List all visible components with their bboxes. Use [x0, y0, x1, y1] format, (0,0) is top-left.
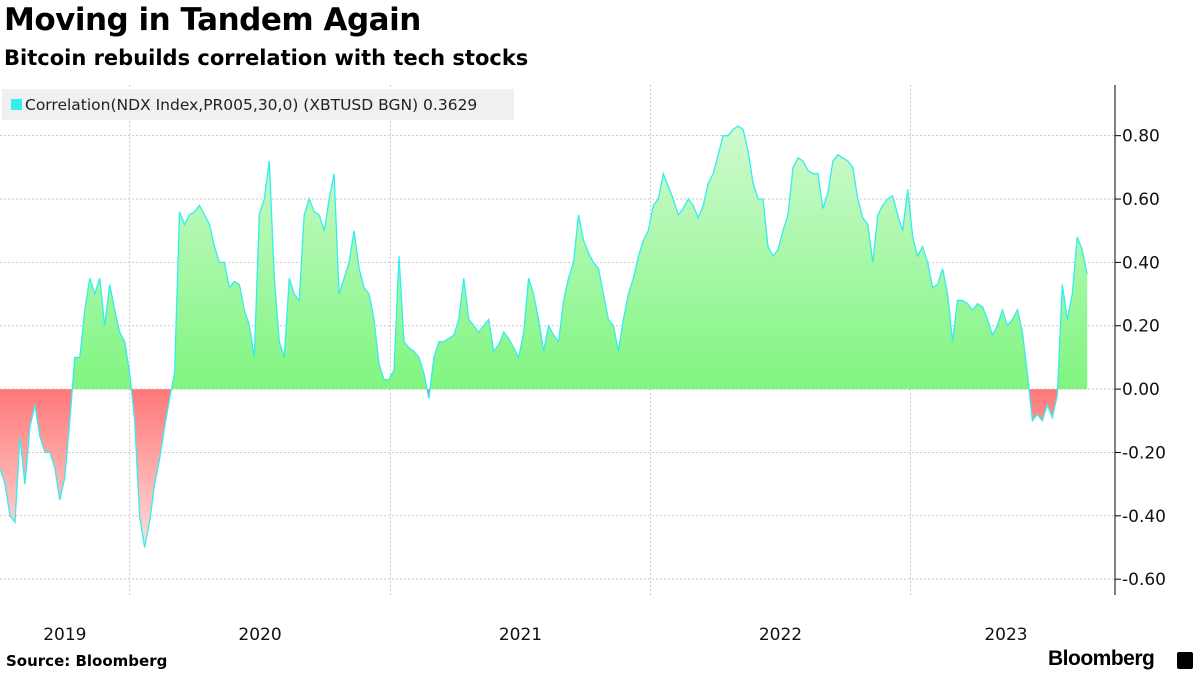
legend-swatch [11, 99, 22, 110]
bloomberg-logo: Bloomberg [1048, 647, 1155, 670]
y-tick-label: 0.60 [1122, 190, 1160, 210]
y-tick-label: 0.00 [1122, 380, 1160, 400]
legend-label: Correlation(NDX Index,PR005,30,0) (XBTUS… [25, 95, 478, 114]
x-tick-label: 2022 [759, 625, 802, 645]
series-line [0, 125, 1088, 548]
y-tick-label: 0.80 [1122, 127, 1160, 147]
y-tick-label: 0.40 [1122, 253, 1160, 273]
y-tick-label: -0.40 [1122, 507, 1166, 527]
y-tick-label: 0.20 [1122, 317, 1160, 337]
x-tick-label: 2019 [43, 625, 86, 645]
chart-subtitle: Bitcoin rebuilds correlation with tech s… [4, 46, 529, 70]
y-tick-label: -0.60 [1122, 570, 1166, 590]
legend: Correlation(NDX Index,PR005,30,0) (XBTUS… [2, 89, 514, 120]
y-tick-label: -0.20 [1122, 443, 1166, 463]
x-tick-label: 2021 [499, 625, 542, 645]
axes: 0.80 0.60 0.40 0.20 0.00 -0.20 -0.40 -0.60 2019 2… [43, 85, 1166, 645]
source-note: Source: Bloomberg [6, 652, 168, 670]
bloomberg-chart-icon [1177, 652, 1193, 669]
x-tick-label: 2023 [984, 625, 1027, 645]
x-tick-label: 2020 [238, 625, 281, 645]
chart-title: Moving in Tandem Again [4, 2, 421, 38]
positive-area [0, 126, 1088, 390]
